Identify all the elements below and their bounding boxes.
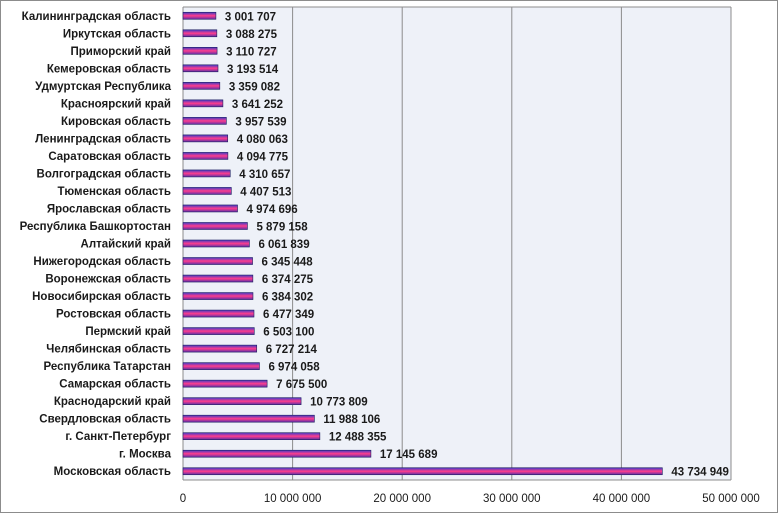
bar <box>182 11 217 20</box>
bar <box>182 99 224 108</box>
x-tick-label: 50 000 000 <box>702 493 760 505</box>
category-label: Нижегородская область <box>33 256 171 268</box>
category-label: Воронежская область <box>45 274 171 286</box>
x-tick-label: 40 000 000 <box>593 493 651 505</box>
bar <box>182 344 258 353</box>
data-label: 6 727 214 <box>266 344 318 356</box>
x-tick-label: 0 <box>180 493 186 505</box>
bar <box>182 397 302 405</box>
bar <box>182 29 218 38</box>
category-label: Кировская область <box>61 116 171 128</box>
data-label: 3 088 275 <box>226 29 278 41</box>
data-label: 12 488 355 <box>329 432 387 444</box>
bar <box>182 309 255 318</box>
bar <box>182 239 250 248</box>
x-tick-label: 10 000 000 <box>264 493 322 505</box>
data-label: 5 879 158 <box>256 221 308 233</box>
category-label: Свердловская область <box>39 414 171 426</box>
category-label: Удмуртская Республика <box>35 81 171 93</box>
data-label: 43 734 949 <box>671 467 729 479</box>
category-label: Красноярский край <box>61 98 171 110</box>
bar <box>182 362 260 370</box>
data-label: 3 957 539 <box>235 116 286 128</box>
bar <box>182 449 372 458</box>
category-label: Саратовская область <box>48 151 171 163</box>
data-label: 3 110 727 <box>226 46 277 58</box>
data-label: 4 080 063 <box>237 134 288 146</box>
category-label: Приморский край <box>71 46 172 58</box>
category-label: Тюменская область <box>58 186 171 198</box>
data-label: 6 503 100 <box>263 327 314 339</box>
bar <box>182 82 221 90</box>
category-label: г. Санкт-Петербург <box>65 431 171 443</box>
x-tick-label: 20 000 000 <box>373 493 431 505</box>
x-tick-labels: 0 10 000 000 20 000 000 30 000 000 40 000 00… <box>180 493 760 505</box>
category-label: г. Москва <box>119 449 172 461</box>
category-label: Алтайский край <box>81 239 171 251</box>
data-label: 6 061 839 <box>258 239 309 251</box>
category-label: Московская область <box>54 466 171 478</box>
x-tick-label: 30 000 000 <box>483 493 541 505</box>
bar <box>182 204 238 213</box>
data-label: 4 974 696 <box>247 204 298 216</box>
bars <box>182 11 663 476</box>
category-label: Ростовская область <box>56 309 171 321</box>
bar <box>182 379 268 388</box>
bar <box>182 134 229 143</box>
category-label: Кемеровская область <box>47 63 171 75</box>
data-label: 3 001 707 <box>225 11 276 23</box>
bar <box>182 117 227 125</box>
value-labels: 3 001 707 3 088 275 3 110 727 3 193 514 3 35… <box>225 11 729 478</box>
category-label: Волгоградская область <box>37 168 171 180</box>
category-labels: Калининградская область Иркутская область… <box>20 11 172 478</box>
bar <box>182 414 315 423</box>
category-label: Самарская область <box>59 379 171 391</box>
bar <box>182 222 248 230</box>
data-label: 4 094 775 <box>237 151 289 163</box>
bar <box>182 169 231 178</box>
data-label: 7 675 500 <box>276 379 327 391</box>
bar <box>182 467 663 476</box>
category-label: Новосибирская область <box>32 291 171 303</box>
bar <box>182 257 253 265</box>
data-label: 6 384 302 <box>262 292 313 304</box>
data-label: 6 374 275 <box>262 274 314 286</box>
data-label: 3 359 082 <box>229 81 280 93</box>
data-label: 11 988 106 <box>323 414 380 426</box>
bar <box>182 152 229 160</box>
data-label: 10 773 809 <box>310 397 368 409</box>
category-label: Ярославская область <box>47 203 171 215</box>
bar <box>182 292 254 300</box>
data-label: 3 641 252 <box>232 99 283 111</box>
data-label: 3 193 514 <box>227 64 279 76</box>
bar <box>182 327 255 335</box>
bar <box>182 432 321 441</box>
data-label: 6 477 349 <box>263 309 314 321</box>
category-label: Пермский край <box>85 326 171 338</box>
data-label: 4 310 657 <box>239 169 290 181</box>
category-label: Республика Татарстан <box>44 361 172 373</box>
bar <box>182 46 218 55</box>
category-label: Ленинградская область <box>35 133 171 145</box>
category-label: Калининградская область <box>22 11 171 23</box>
bar <box>182 274 254 283</box>
data-label: 6 345 448 <box>262 257 314 269</box>
bar <box>182 64 219 73</box>
data-label: 4 407 513 <box>240 186 291 198</box>
category-label: Республика Башкортостан <box>20 221 171 233</box>
data-label: 17 145 689 <box>380 449 438 461</box>
category-label: Иркутская область <box>63 28 171 40</box>
bar <box>182 187 232 195</box>
category-label: Краснодарский край <box>54 396 171 408</box>
category-label: Челябинская область <box>46 344 171 356</box>
data-label: 6 974 058 <box>268 362 320 374</box>
